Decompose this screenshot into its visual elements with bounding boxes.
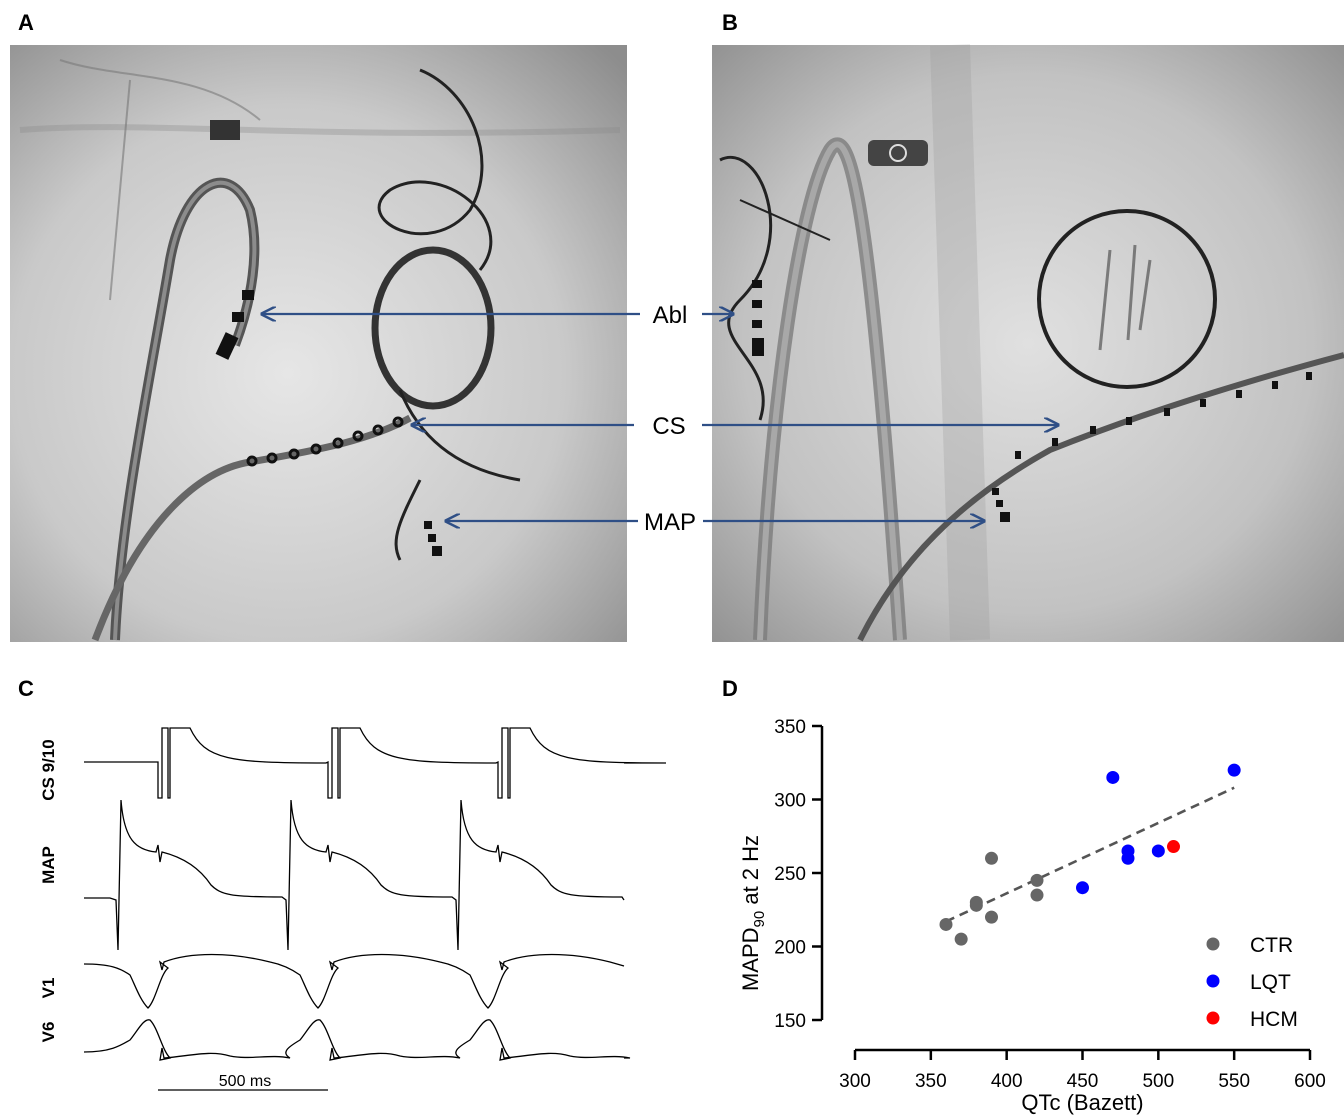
legend-marker-ctr <box>1206 937 1220 951</box>
annotation-arrows <box>262 314 1058 521</box>
data-point-ctr <box>939 917 953 931</box>
legend-marker-lqt <box>1206 974 1220 988</box>
channel-label-cs: CS 9/10 <box>39 739 58 800</box>
y-tick-label: 350 <box>774 717 806 738</box>
panel-label-d: D <box>722 676 738 701</box>
cs-label: CS <box>652 413 685 440</box>
data-point-lqt <box>1151 844 1165 858</box>
x-axis-label: QTc (Bazett) <box>1021 1090 1143 1115</box>
data-point-ctr <box>969 898 983 912</box>
data-point-ctr <box>954 932 968 946</box>
channel-label-map: MAP <box>39 846 58 884</box>
data-points <box>939 763 1241 946</box>
x-tick-label: 350 <box>915 1071 947 1092</box>
channel-label-v6: V6 <box>39 1022 58 1043</box>
y-axis-label: MAPD90 at 2 Hz <box>738 835 768 991</box>
data-point-lqt <box>1121 851 1135 865</box>
plot-axes: 150 200 250 300 350 300 350 400 450 500 550 600 <box>774 717 1326 1092</box>
ecg-traces: CS 9/10 MAP V1 V6 500 ms <box>39 727 667 1091</box>
data-point-ctr <box>1030 888 1044 902</box>
y-tick-label: 250 <box>774 864 806 885</box>
panel-label-c: C <box>18 676 34 701</box>
legend-marker-hcm <box>1206 1011 1220 1025</box>
legend-label-ctr: CTR <box>1250 934 1293 957</box>
channel-label-v1: V1 <box>39 978 58 999</box>
trace-v6 <box>83 1019 631 1061</box>
fluoroscopy-image-a <box>10 45 627 642</box>
x-tick-label: 550 <box>1218 1071 1250 1092</box>
data-point-hcm <box>1167 840 1180 854</box>
cs-label-bg <box>634 407 702 443</box>
data-point-lqt <box>1076 881 1089 895</box>
y-tick-label: 200 <box>774 938 806 959</box>
panel-label-b: B <box>722 10 738 35</box>
data-point-lqt <box>1106 770 1120 784</box>
trace-cs <box>84 727 667 799</box>
panel-label-a: A <box>18 10 34 35</box>
scale-bar-label: 500 ms <box>219 1073 271 1090</box>
scatter-plot: 150 200 250 300 350 300 350 400 450 500 550 600 CTR… <box>738 717 1326 1115</box>
trace-map <box>84 799 625 951</box>
data-point-ctr <box>985 910 998 924</box>
y-tick-label: 150 <box>774 1011 806 1032</box>
legend-label-lqt: LQT <box>1250 971 1291 994</box>
y-tick-label: 300 <box>774 791 806 812</box>
x-tick-label: 400 <box>991 1071 1023 1092</box>
fluoroscopy-image-b <box>712 44 1344 642</box>
map-label-bg <box>638 503 703 539</box>
map-label: MAP <box>644 509 696 536</box>
x-tick-label: 450 <box>1067 1071 1099 1092</box>
legend: CTR LQT HCM <box>1206 934 1298 1031</box>
trace-v1 <box>83 953 625 1009</box>
data-point-ctr <box>1030 873 1044 887</box>
data-point-ctr <box>985 851 998 865</box>
legend-label-hcm: HCM <box>1250 1008 1298 1031</box>
x-tick-label: 300 <box>839 1071 871 1092</box>
x-tick-label: 600 <box>1294 1071 1326 1092</box>
trendline <box>945 786 1235 923</box>
abl-label: Abl <box>653 302 688 329</box>
x-tick-label: 500 <box>1142 1071 1174 1092</box>
abl-label-bg <box>640 296 702 332</box>
data-point-lqt <box>1227 763 1241 777</box>
